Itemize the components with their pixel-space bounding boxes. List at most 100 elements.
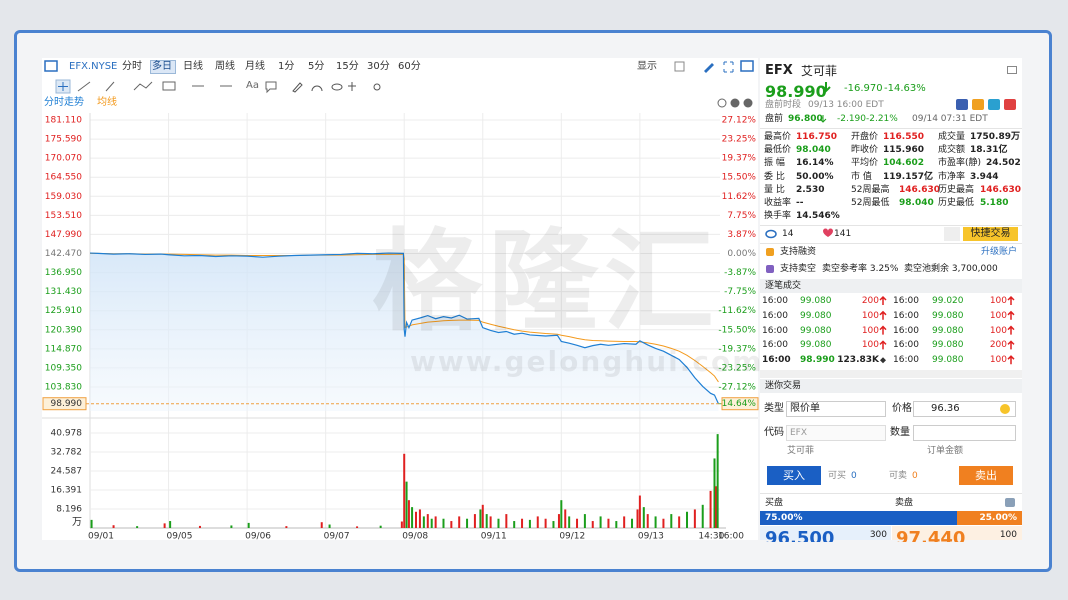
period-tab[interactable]: 日线 xyxy=(183,61,203,72)
buy-button[interactable] xyxy=(767,466,821,485)
ask-cell xyxy=(892,526,1022,540)
down-arrow xyxy=(821,82,831,93)
volume-bar xyxy=(638,495,641,528)
order-type-select[interactable] xyxy=(786,401,886,417)
stat-value: 116.750 xyxy=(796,132,837,142)
stat-value: 146.630 xyxy=(980,184,1021,195)
volume-bar xyxy=(479,509,482,528)
volume-bar xyxy=(411,507,414,528)
bell-button[interactable] xyxy=(944,227,960,241)
quote-change-pct: -14.63% xyxy=(884,83,926,94)
trades-title: 逐笔成交 xyxy=(765,281,802,291)
period-tab[interactable]: 周线 xyxy=(215,61,235,72)
price-label: 价格 xyxy=(892,403,912,414)
y-tick-label: 181.110 xyxy=(45,116,82,126)
volume-bar xyxy=(686,511,689,528)
stat-value: 1750.89万 xyxy=(970,132,1020,142)
fullscreen-icon[interactable] xyxy=(723,61,734,73)
stat-label: 成交额 xyxy=(938,145,966,156)
pre-price: 96.800 xyxy=(788,114,823,124)
period-tab[interactable]: 多日 xyxy=(152,61,172,72)
volume-bar xyxy=(557,514,560,528)
legend-item: 分时走势 xyxy=(44,97,84,108)
price-input[interactable] xyxy=(913,401,1016,417)
crosshair-icon xyxy=(58,82,68,91)
stat-value: 146.630 xyxy=(899,184,940,195)
y2-tick-label: 27.12% xyxy=(722,116,757,126)
chart-tools[interactable] xyxy=(292,82,381,93)
volume-bar xyxy=(407,500,410,528)
stat-value: 3.944 xyxy=(970,171,999,182)
volume-bar xyxy=(434,516,437,528)
volume-bar xyxy=(328,524,331,528)
period-tab[interactable]: 15分 xyxy=(336,61,359,72)
period-tab[interactable]: 月线 xyxy=(245,61,265,72)
volume-bar xyxy=(564,509,567,528)
stat-label: 量 比 xyxy=(764,184,785,195)
bid-label: 买盘 xyxy=(765,498,784,508)
qty-input[interactable] xyxy=(913,425,1016,441)
checkbox-icon[interactable] xyxy=(674,61,685,72)
zoom-in-icon[interactable] xyxy=(730,98,740,108)
short-rate: 卖空参考率 3.25% xyxy=(822,264,899,274)
x-tick-label: 09/06 xyxy=(245,532,271,542)
sell-label[interactable]: 卖出 xyxy=(975,469,997,482)
comment-tool[interactable] xyxy=(265,81,277,94)
volume-bar xyxy=(90,519,93,528)
period-tab[interactable]: 60分 xyxy=(398,61,421,72)
volume-bar xyxy=(430,518,433,528)
y-tick-label: 153.510 xyxy=(45,211,82,221)
code-input[interactable] xyxy=(786,425,886,441)
y-tick-label: 109.350 xyxy=(45,363,82,373)
y-tick-label: 40.978 xyxy=(51,428,83,438)
views-count: 14 xyxy=(782,229,794,239)
display-menu[interactable]: 显示 xyxy=(637,61,657,72)
badge-icon[interactable] xyxy=(972,99,984,110)
volume-bar xyxy=(713,458,716,528)
y-tick-label: 170.070 xyxy=(45,154,82,164)
sell-button[interactable] xyxy=(959,466,1013,485)
upgrade-link[interactable]: 升级账户 xyxy=(980,247,1017,257)
buy-label[interactable]: 买入 xyxy=(783,469,805,482)
text-tool[interactable]: Aa xyxy=(246,80,259,91)
reset-icon[interactable] xyxy=(717,98,727,108)
y-tick-label: 114.870 xyxy=(45,344,82,354)
y-tick-label: 103.830 xyxy=(45,382,82,392)
sidebar-toggle[interactable] xyxy=(44,60,58,72)
period-tab[interactable]: 1分 xyxy=(278,61,295,72)
symbol-label[interactable]: EFX.NYSE xyxy=(69,61,118,72)
y-tick-label: 32.782 xyxy=(51,447,83,457)
drawing-tools[interactable] xyxy=(77,81,232,92)
volume-bar xyxy=(591,521,594,528)
trade-time: 16:00 xyxy=(762,296,788,306)
quote-name: 艾可菲 xyxy=(801,64,838,78)
price-input-value: 96.36 xyxy=(931,403,960,414)
stat-value: 5.180 xyxy=(980,198,1009,208)
code-label: 代码 xyxy=(764,427,784,438)
zoom-out-icon[interactable] xyxy=(743,98,753,108)
y-tick-label: 16.391 xyxy=(51,485,83,495)
y2-tick-label: 23.25% xyxy=(722,135,757,145)
quick-trade-button[interactable] xyxy=(963,227,1018,241)
trade-time: 16:00 xyxy=(762,325,788,336)
pen-icon[interactable] xyxy=(704,63,714,73)
volume-bar xyxy=(163,523,166,528)
volume-bar xyxy=(636,509,639,528)
x-tick-label: 09/12 xyxy=(559,532,585,542)
y2-tick-label: -23.25% xyxy=(718,363,756,373)
badge-icon[interactable] xyxy=(1004,99,1016,110)
trade-price: 99.080 xyxy=(800,325,832,336)
panel-toggle[interactable] xyxy=(740,60,754,72)
period-tab[interactable]: 30分 xyxy=(367,61,390,72)
quick-trade-label[interactable]: 快捷交易 xyxy=(970,228,1011,239)
stat-label: 换手率 xyxy=(764,211,792,222)
period-tab[interactable]: 分时 xyxy=(122,61,142,72)
volume-bar xyxy=(489,516,492,528)
period-tab[interactable]: 5分 xyxy=(308,61,325,72)
badge-icon[interactable] xyxy=(988,99,1000,110)
trade-arrow xyxy=(879,295,887,305)
stat-label: 52周最低 xyxy=(851,198,890,208)
badge-icon[interactable] xyxy=(956,99,968,110)
panel-icon[interactable] xyxy=(1007,66,1017,74)
volume-bar xyxy=(426,514,429,528)
